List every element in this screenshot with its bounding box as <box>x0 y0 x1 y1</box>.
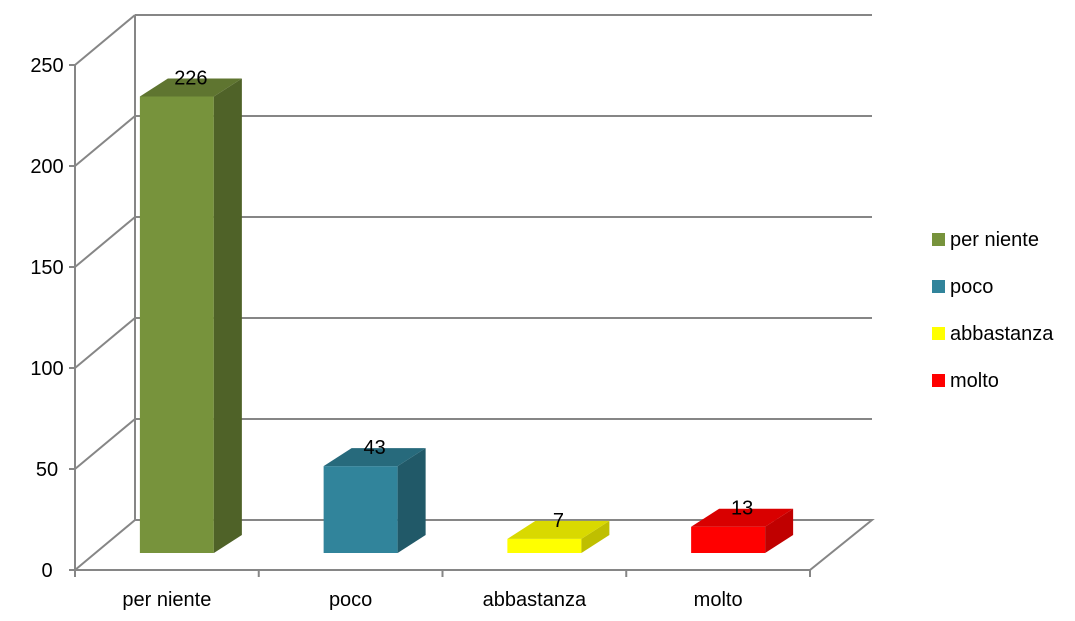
bar-abbastanza <box>507 520 610 553</box>
legend-item-abbastanza: abbastanza <box>932 323 1054 345</box>
legend-swatch-abbastanza <box>932 327 945 340</box>
y-tick-label-100: 100 <box>30 358 63 380</box>
data-label-poco: 43 <box>364 437 386 459</box>
legend-swatch-poco <box>932 280 945 293</box>
bar-front-molto <box>691 526 766 553</box>
floor <box>72 519 875 571</box>
legend-swatch-per-niente <box>932 233 945 246</box>
bar-front-per-niente <box>139 96 214 553</box>
bar-top-poco <box>323 448 426 467</box>
gridline-200 <box>69 115 872 167</box>
chart-walls <box>72 15 875 571</box>
bar-molto <box>691 508 794 553</box>
gridline-150 <box>69 216 872 268</box>
x-tick-label-abbastanza: abbastanza <box>483 589 587 611</box>
y-tick-label-0: 0 <box>41 560 52 582</box>
gridlines <box>69 14 872 571</box>
y-tick-label-50: 50 <box>36 459 58 481</box>
x-tick-label-per-niente: per niente <box>122 589 211 611</box>
bar-top-per-niente <box>139 78 242 97</box>
y-axis-ticks: 0 50 100 150 200 250 <box>30 55 63 582</box>
bar-poco <box>323 448 426 553</box>
data-labels: 226 43 7 13 <box>174 67 753 531</box>
bar-top-molto <box>691 508 794 527</box>
data-label-per-niente: 226 <box>174 67 207 89</box>
data-label-molto: 13 <box>731 498 753 520</box>
legend-label-abbastanza: abbastanza <box>950 323 1054 345</box>
legend-swatch-molto <box>932 374 945 387</box>
gridline-100 <box>69 317 872 369</box>
bar-side-poco <box>397 448 426 553</box>
legend-label-poco: poco <box>950 276 993 298</box>
legend-label-per-niente: per niente <box>950 229 1039 251</box>
data-label-abbastanza: 7 <box>553 510 564 532</box>
x-axis: per niente poco abbastanza molto <box>74 570 811 611</box>
bar-side-molto <box>765 508 794 553</box>
bar-per-niente <box>139 78 242 553</box>
bar-side-per-niente <box>213 78 242 553</box>
legend-item-molto: molto <box>932 370 999 392</box>
bar-front-poco <box>323 466 398 553</box>
legend-label-molto: molto <box>950 370 999 392</box>
y-tick-label-200: 200 <box>30 156 63 178</box>
y-tick-label-150: 150 <box>30 257 63 279</box>
gridline-250 <box>69 14 872 66</box>
legend-item-poco: poco <box>932 276 993 298</box>
bar-front-abbastanza <box>507 538 582 553</box>
y-tick-label-250: 250 <box>30 55 63 77</box>
bar-top-abbastanza <box>507 520 610 539</box>
gridline-50 <box>69 418 872 470</box>
x-tick-label-molto: molto <box>694 589 743 611</box>
legend: per niente poco abbastanza molto <box>932 229 1054 392</box>
bars <box>139 78 794 553</box>
x-tick-label-poco: poco <box>329 589 372 611</box>
legend-item-per-niente: per niente <box>932 229 1039 251</box>
bar-side-abbastanza <box>581 520 610 553</box>
